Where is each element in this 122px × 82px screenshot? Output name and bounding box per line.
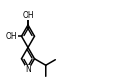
Text: OH: OH (6, 32, 18, 41)
Text: N: N (25, 66, 31, 75)
Text: OH: OH (22, 11, 34, 20)
